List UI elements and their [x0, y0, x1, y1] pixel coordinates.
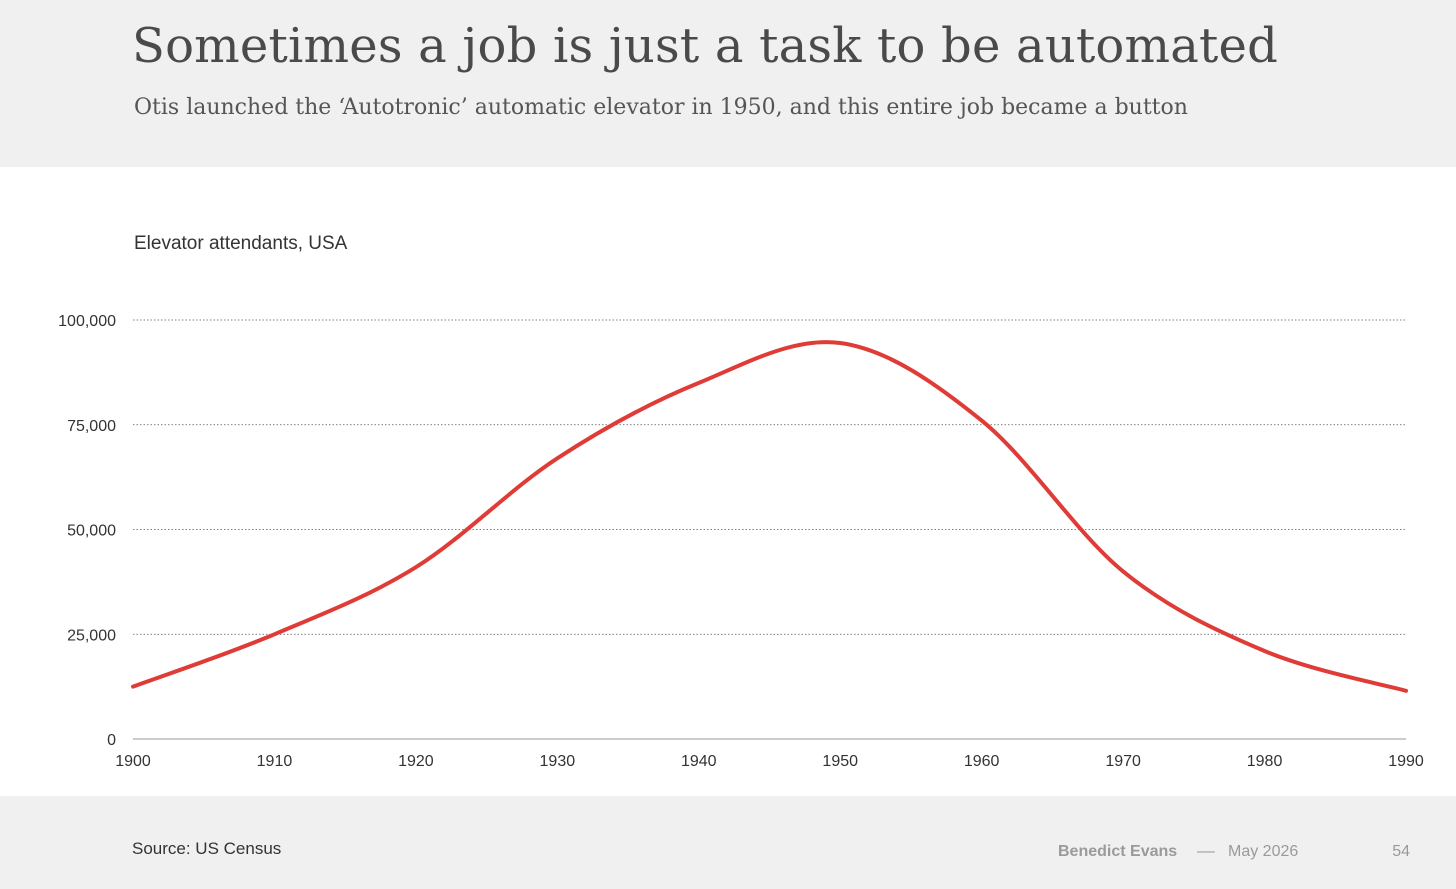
x-tick-label: 1920: [398, 753, 434, 770]
x-tick-label: 1910: [257, 753, 293, 770]
x-tick-label: 1980: [1247, 753, 1283, 770]
footer-separator: ––: [1197, 843, 1215, 860]
x-tick-label: 1970: [1105, 753, 1141, 770]
x-tick-label: 1990: [1388, 753, 1424, 770]
x-tick-label: 1900: [115, 753, 151, 770]
x-tick-label: 1940: [681, 753, 717, 770]
x-tick-label: 1950: [822, 753, 858, 770]
chart-title: Elevator attendants, USA: [134, 233, 348, 254]
y-tick-label: 0: [107, 732, 116, 749]
y-tick-label: 100,000: [58, 313, 116, 330]
y-tick-label: 75,000: [67, 418, 116, 435]
page-title: Sometimes a job is just a task to be aut…: [132, 18, 1279, 74]
footer-band: Source: US Census Benedict Evans –– May …: [0, 796, 1456, 889]
x-tick-label: 1960: [964, 753, 1000, 770]
line-chart: Elevator attendants, USA 0 25,000 50,000 75…: [58, 233, 1424, 770]
page-number: 54: [1392, 843, 1410, 860]
series-line-elevator-attendants: [131, 340, 1408, 693]
y-axis: 0 25,000 50,000 75,000 100,000: [58, 313, 116, 749]
y-tick-label: 25,000: [67, 627, 116, 644]
footer-date: May 2026: [1228, 843, 1299, 860]
page-subtitle: Otis launched the ‘Autotronic’ automatic…: [134, 95, 1188, 120]
source-note: Source: US Census: [132, 839, 282, 858]
x-axis: 1900 1910 1920 1930 1940 1950 1960 1970 1980 1990: [115, 753, 1424, 770]
header-band: Sometimes a job is just a task to be aut…: [0, 0, 1456, 167]
author-name: Benedict Evans: [1058, 843, 1178, 860]
x-tick-label: 1930: [540, 753, 576, 770]
grid-lines: [133, 319, 1406, 740]
y-tick-label: 50,000: [67, 523, 116, 540]
